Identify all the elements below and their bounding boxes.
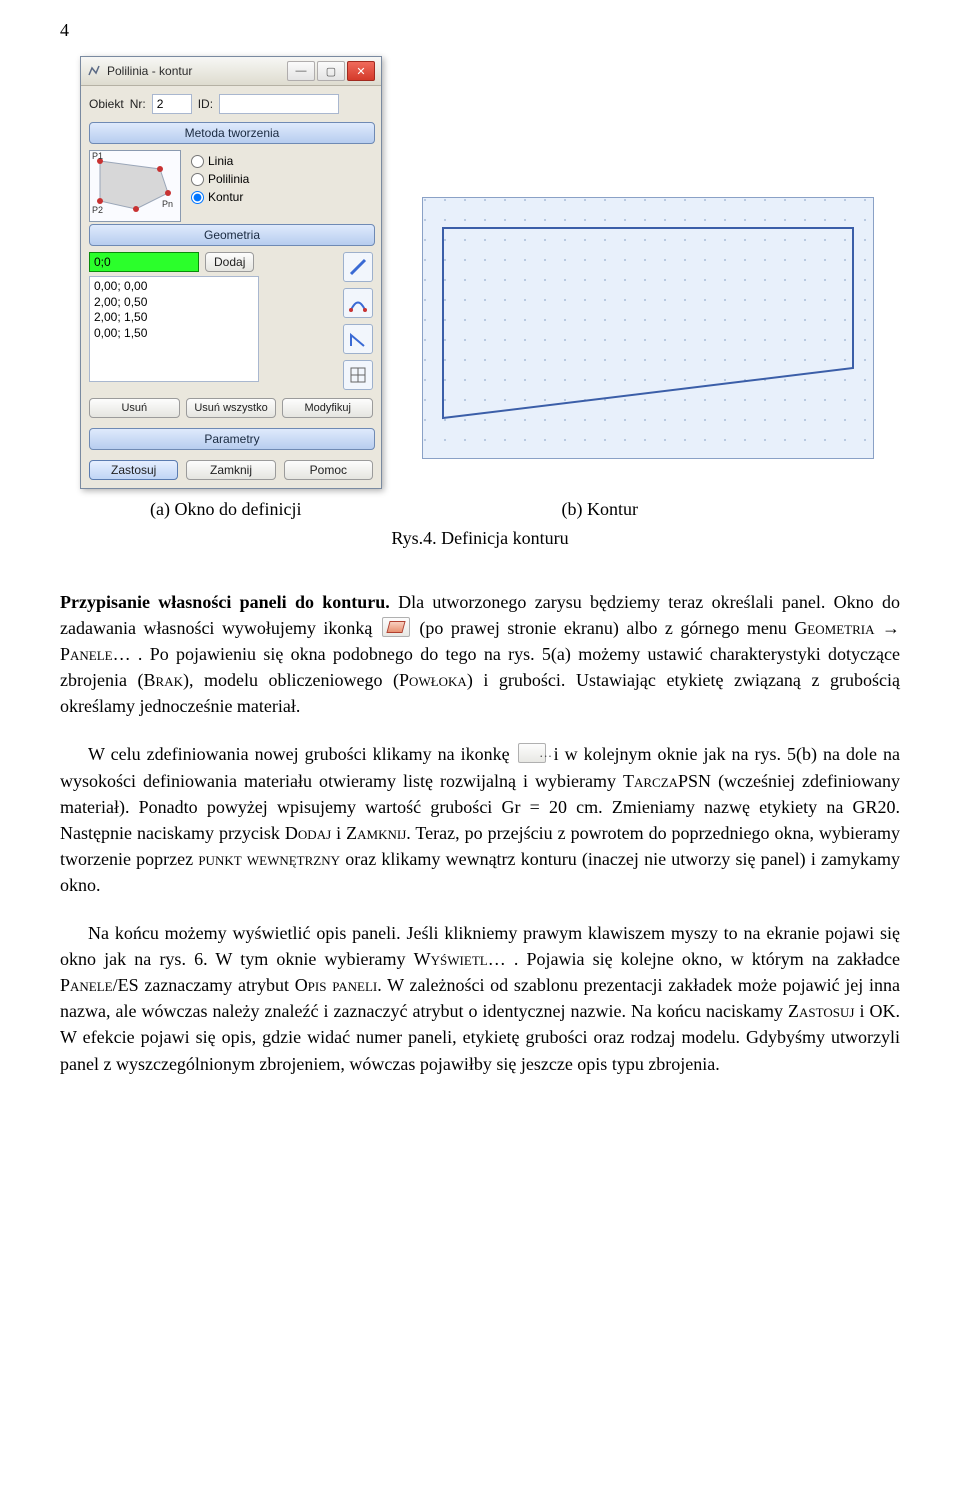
coord-item: 2,00; 0,50 <box>94 295 254 311</box>
wyswietl: Wyświetl… <box>414 949 506 969</box>
p1-after-icon: (po prawej stronie ekranu) albo z górneg… <box>412 618 794 638</box>
panele-es: Panele/ES <box>60 975 139 995</box>
svg-text:Pn: Pn <box>162 199 173 209</box>
dialog-titlebar: Polilinia - kontur — ▢ ✕ <box>81 57 381 86</box>
p1-cont2: ), modelu obliczeniowego ( <box>183 670 399 690</box>
arc-tool-icon[interactable] <box>343 288 373 318</box>
angle-tool-icon[interactable] <box>343 324 373 354</box>
window-controls: — ▢ ✕ <box>287 61 375 81</box>
close-dialog-button[interactable]: Zamknij <box>186 460 275 480</box>
gr20: GR20 <box>852 797 895 817</box>
caption-a: (a) Okno do definicji <box>150 499 301 520</box>
subcaptions: (a) Okno do definicji (b) Kontur <box>150 499 900 520</box>
section-geometry[interactable]: Geometria <box>89 224 375 246</box>
geometry-block: Dodaj 0,00; 0,00 2,00; 0,50 2,00; 1,50 0… <box>89 252 373 390</box>
dialog-footer-buttons: Zastosuj Zamknij Pomoc <box>89 460 373 480</box>
p1-lead: Przypisanie własności paneli do konturu. <box>60 592 390 612</box>
id-field[interactable] <box>219 94 339 114</box>
brak: Brak <box>144 670 183 690</box>
dots-icon <box>518 743 546 763</box>
zastosuj-sc: Zastosuj <box>788 1001 854 1021</box>
and2: i <box>854 1001 869 1021</box>
nr-label: Nr: <box>130 97 146 111</box>
ok-sc: OK <box>870 1001 896 1021</box>
p2-a: W celu zdefiniowania nowej grubości klik… <box>88 744 516 764</box>
grid-tool-icon[interactable] <box>343 360 373 390</box>
figure-row: Polilinia - kontur — ▢ ✕ Obiekt Nr: ID: … <box>80 56 900 489</box>
maximize-button[interactable]: ▢ <box>317 61 345 81</box>
figure-caption: Rys.4. Definicja konturu <box>60 528 900 549</box>
section-method[interactable]: Metoda tworzenia <box>89 122 375 144</box>
delete-all-button[interactable]: Usuń wszystko <box>186 398 277 418</box>
page-number: 4 <box>60 20 900 41</box>
polyline-dialog: Polilinia - kontur — ▢ ✕ Obiekt Nr: ID: … <box>80 56 382 489</box>
radio-polilinia-label: Polilinia <box>208 172 249 186</box>
geometry-side-icons <box>343 252 373 390</box>
and1: i <box>331 823 346 843</box>
method-radios: Linia Polilinia Kontur <box>191 150 249 222</box>
radio-linia[interactable]: Linia <box>191 154 249 168</box>
line-tool-icon[interactable] <box>343 252 373 282</box>
add-button[interactable]: Dodaj <box>205 252 254 272</box>
minimize-button[interactable]: — <box>287 61 315 81</box>
close-button[interactable]: ✕ <box>347 61 375 81</box>
paragraph-1: Przypisanie własności paneli do konturu.… <box>60 589 900 719</box>
coord-item: 2,00; 1,50 <box>94 310 254 326</box>
section-parameters[interactable]: Parametry <box>89 428 375 450</box>
tarcza: TarczaPSN <box>623 771 711 791</box>
paragraph-2: W celu zdefiniowania nowej grubości klik… <box>60 741 900 898</box>
object-row: Obiekt Nr: ID: <box>89 94 373 114</box>
polyline-icon <box>87 64 101 78</box>
radio-linia-label: Linia <box>208 154 233 168</box>
apply-button[interactable]: Zastosuj <box>89 460 178 480</box>
method-row: P1 Pn P2 Linia Polilinia Kontur <box>89 150 373 222</box>
coord-list[interactable]: 0,00; 0,00 2,00; 0,50 2,00; 1,50 0,00; 1… <box>89 276 259 382</box>
dialog-title: Polilinia - kontur <box>107 64 287 78</box>
radio-kontur[interactable]: Kontur <box>191 190 249 204</box>
assign-icon <box>382 617 410 637</box>
dodaj-sc: Dodaj <box>285 823 331 843</box>
opis-paneli: Opis paneli <box>295 975 378 995</box>
p3-c: zaznaczamy atrybut <box>139 975 295 995</box>
zamknij-sc: Zamknij <box>346 823 406 843</box>
modify-button[interactable]: Modyfikuj <box>282 398 373 418</box>
powloka: Powłoka <box>399 670 467 690</box>
p3-b: . Pojawia się kolejne okno, w którym na … <box>506 949 900 969</box>
svg-text:P1: P1 <box>92 151 103 161</box>
id-label: ID: <box>198 97 213 111</box>
punkt-wewn: punkt wewnętrzny <box>198 849 340 869</box>
svg-text:P2: P2 <box>92 205 103 215</box>
nr-field[interactable] <box>152 94 192 114</box>
contour-canvas <box>422 197 874 459</box>
dialog-body: Obiekt Nr: ID: Metoda tworzenia P1 Pn P2 <box>81 86 381 488</box>
radio-kontur-label: Kontur <box>208 190 243 204</box>
polygon-preview: P1 Pn P2 <box>89 150 181 222</box>
coord-column: Dodaj 0,00; 0,00 2,00; 0,50 2,00; 1,50 0… <box>89 252 337 390</box>
caption-b: (b) Kontur <box>561 499 637 520</box>
coord-input[interactable] <box>89 252 199 272</box>
delete-button[interactable]: Usuń <box>89 398 180 418</box>
help-button[interactable]: Pomoc <box>284 460 373 480</box>
contour-svg <box>423 198 873 458</box>
coord-item: 0,00; 1,50 <box>94 326 254 342</box>
coord-item: 0,00; 0,00 <box>94 279 254 295</box>
paragraph-3: Na końcu możemy wyświetlić opis paneli. … <box>60 920 900 1077</box>
radio-polilinia[interactable]: Polilinia <box>191 172 249 186</box>
obiekt-label: Obiekt <box>89 97 124 111</box>
geometry-buttons: Usuń Usuń wszystko Modyfikuj <box>89 398 373 418</box>
